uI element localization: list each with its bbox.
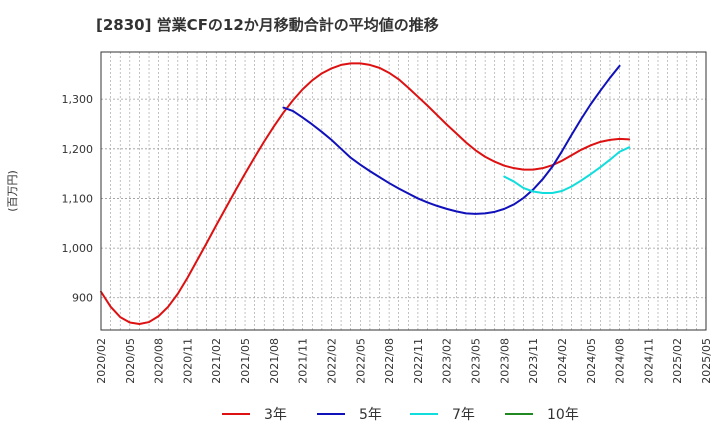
- y-tick-label: 1,300: [62, 93, 94, 106]
- series-line-3: [503, 146, 631, 194]
- y-tick-label: 1,100: [62, 192, 94, 205]
- plot-area-frame: [100, 51, 707, 331]
- x-tick-label: 2022/08: [383, 338, 396, 384]
- series-line-1: [100, 62, 631, 326]
- x-tick-label: 2022/11: [412, 338, 425, 384]
- x-tick-label: 2020/02: [95, 338, 108, 384]
- x-tick-label: 2021/05: [239, 338, 252, 384]
- x-axis-ticks: 2020/02 2020/05 2020/08 2020/11 2021/02 2021/…: [95, 338, 713, 384]
- x-tick-label: 2021/11: [297, 338, 310, 384]
- chart-title: [2830] 営業CFの12か月移動合計の平均値の推移: [96, 16, 439, 34]
- x-tick-label: 2021/08: [268, 338, 281, 384]
- y-axis-label: (百万円): [6, 170, 19, 212]
- y-tick-label: 900: [72, 292, 93, 305]
- series-lines: [100, 62, 631, 326]
- legend-label-2: 5年: [359, 407, 382, 423]
- grid: [101, 52, 706, 330]
- x-tick-label: 2024/11: [642, 338, 655, 384]
- y-tick-label: 1,200: [62, 143, 94, 156]
- y-tick-label: 1,000: [62, 242, 94, 255]
- x-tick-label: 2020/05: [124, 338, 137, 384]
- x-tick-label: 2023/05: [470, 338, 483, 384]
- x-tick-label: 2021/02: [210, 338, 223, 384]
- x-tick-label: 2024/05: [585, 338, 598, 384]
- x-tick-label: 2024/08: [614, 338, 627, 384]
- x-tick-label: 2020/08: [153, 338, 166, 384]
- legend-label-1: 3年: [264, 407, 287, 423]
- x-tick-label: 2025/02: [671, 338, 684, 384]
- legend-label-4: 10年: [547, 407, 579, 423]
- x-tick-label: 2020/11: [181, 338, 194, 384]
- x-tick-label: 2022/02: [325, 338, 338, 384]
- x-tick-label: 2023/11: [527, 338, 540, 384]
- x-tick-label: 2025/05: [700, 338, 713, 384]
- x-tick-label: 2024/02: [556, 338, 569, 384]
- x-tick-label: 2023/02: [441, 338, 454, 384]
- legend-label-3: 7年: [452, 407, 475, 423]
- series-line-2: [282, 64, 621, 215]
- legend: 3年 5年 7年 10年: [222, 407, 579, 423]
- x-tick-label: 2022/05: [354, 338, 367, 384]
- y-axis-ticks: 900 1,000 1,100 1,200 1,300: [62, 93, 94, 305]
- x-tick-label: 2023/08: [498, 338, 511, 384]
